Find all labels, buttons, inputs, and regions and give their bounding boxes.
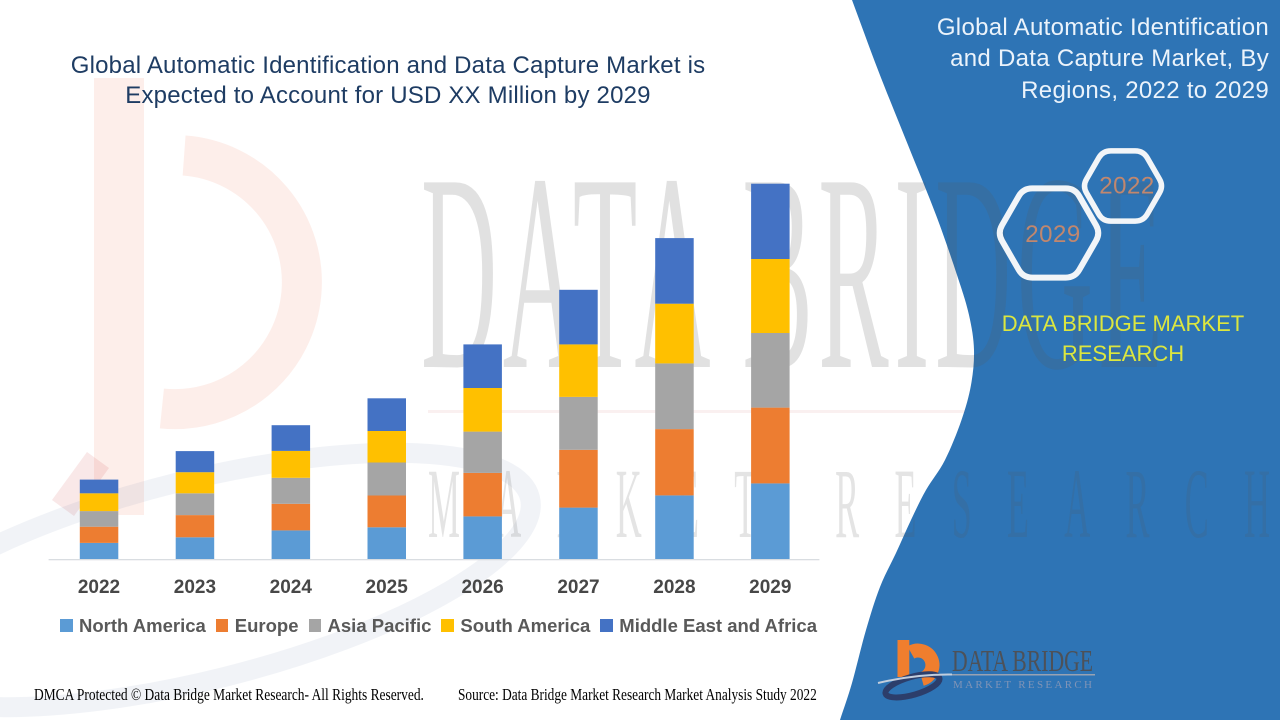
svg-text:DATA BRIDGE: DATA BRIDGE bbox=[421, 117, 1163, 430]
svg-text:2029: 2029 bbox=[1025, 221, 1080, 248]
svg-text:2022: 2022 bbox=[1099, 173, 1154, 200]
svg-text:MARKET RESEARCH: MARKET RESEARCH bbox=[953, 679, 1092, 691]
svg-text:DATA BRIDGE: DATA BRIDGE bbox=[952, 643, 1093, 678]
svg-text:MARKET RESEARCH: MARKET RESEARCH bbox=[428, 449, 1270, 559]
